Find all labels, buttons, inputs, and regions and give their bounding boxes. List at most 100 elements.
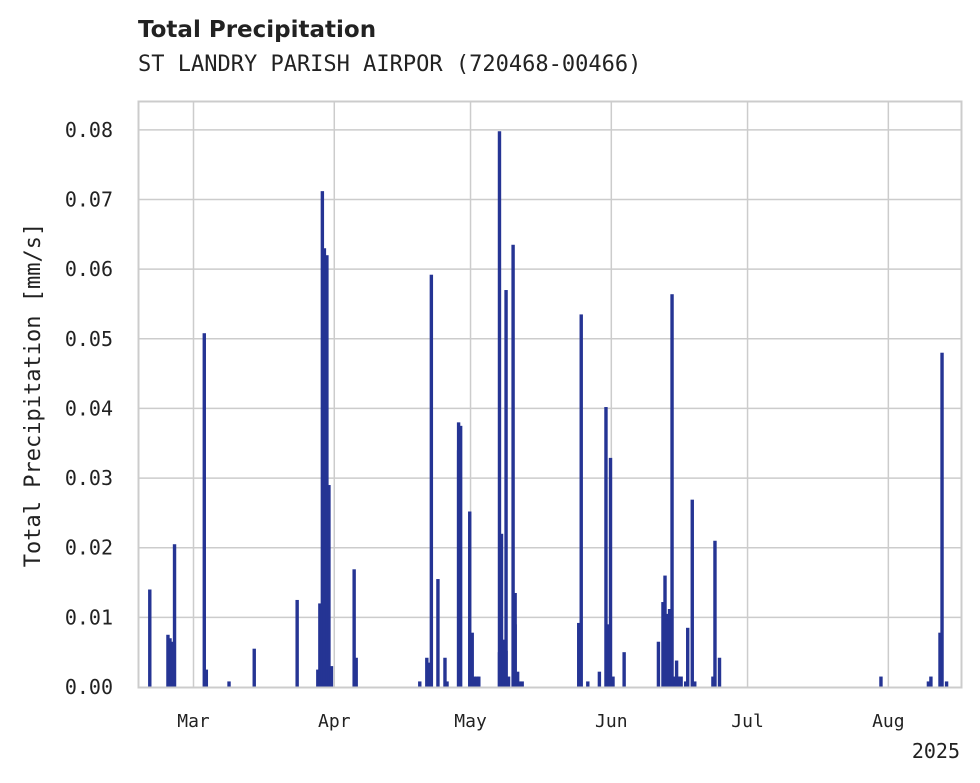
precip-bar [470, 632, 474, 687]
precip-bar [166, 634, 170, 687]
precip-bar [352, 569, 356, 687]
y-tick-label: 0.06 [65, 257, 113, 281]
precip-bar [227, 681, 231, 687]
y-tick-label: 0.03 [65, 466, 113, 490]
precip-bar [468, 511, 472, 687]
precip-bar [929, 676, 933, 687]
precip-bar [499, 533, 504, 687]
precip-bar [477, 676, 481, 687]
x-tick-label: Jun [595, 711, 628, 732]
precip-bar [717, 657, 722, 687]
y-tick-labels: 0.00 0.01 0.02 0.03 0.04 0.05 0.06 0.07 0.08 [65, 118, 113, 699]
precip-bar [679, 676, 683, 687]
precip-bar [443, 657, 447, 687]
x-tick-label: Mar [177, 711, 210, 732]
chart-title: Total Precipitation [138, 17, 377, 43]
precip-bar [148, 589, 152, 687]
precip-bar [425, 657, 429, 687]
precip-bar [586, 681, 590, 687]
precip-bar [429, 274, 434, 687]
precip-bar [202, 333, 206, 687]
precip-bar [513, 592, 517, 687]
precip-bar [667, 609, 672, 687]
y-tick-label: 0.01 [65, 605, 113, 629]
precip-bar [515, 671, 520, 687]
x-tick-labels: Mar Apr May Jun Jul Aug [177, 711, 904, 732]
precip-bar [879, 676, 883, 687]
precip-bar [665, 620, 670, 687]
precip-bar [436, 579, 440, 687]
precip-bar [944, 681, 949, 687]
bars [148, 131, 949, 687]
precip-bar [940, 352, 944, 687]
precip-bar [604, 407, 608, 687]
x-tick-label: Aug [872, 711, 905, 732]
precip-bar [325, 255, 329, 687]
precip-bar [676, 676, 681, 687]
precip-bar [622, 652, 626, 687]
precip-bar [938, 632, 942, 687]
precip-bar [711, 676, 715, 687]
precip-bar [427, 662, 431, 687]
precip-bar [502, 639, 506, 687]
precip-bar [686, 627, 690, 687]
y-tick-label: 0.00 [65, 675, 113, 699]
precip-bar [472, 676, 476, 687]
y-tick-label: 0.02 [65, 536, 113, 560]
precip-bar [504, 290, 508, 687]
precip-bar [295, 599, 299, 687]
precip-bar [172, 544, 177, 687]
precip-bar [672, 676, 676, 687]
precip-bar [597, 671, 602, 687]
precip-bar [497, 131, 502, 687]
precip-bar [354, 657, 358, 687]
precip-bar [577, 622, 581, 687]
precip-bar [661, 602, 665, 687]
precip-bar [713, 540, 717, 687]
precip-bar [511, 244, 515, 687]
x-tick-label: Jul [731, 711, 764, 732]
precip-bar [318, 603, 322, 687]
x-axis-year-label: 2025 [912, 739, 960, 763]
precip-bar [690, 499, 694, 687]
y-tick-label: 0.05 [65, 327, 113, 351]
x-tick-label: Apr [318, 711, 351, 732]
y-tick-label: 0.08 [65, 118, 113, 142]
precip-bar [579, 314, 583, 687]
precip-bar [517, 681, 522, 687]
precip-bar [683, 681, 688, 687]
precip-bar [456, 450, 461, 687]
precip-bar [693, 681, 697, 687]
precip-bar [445, 681, 449, 687]
precip-bar [670, 294, 674, 687]
precip-bar [674, 660, 679, 687]
precip-bar [475, 676, 479, 687]
precip-bar [252, 648, 256, 687]
y-tick-label: 0.07 [65, 188, 113, 212]
plot-frame [137, 100, 963, 689]
precip-bar [504, 650, 508, 687]
precip-bar [458, 425, 463, 687]
precip-bar [329, 666, 334, 687]
precip-bar [608, 457, 613, 687]
precip-bar [656, 641, 661, 687]
grid-lines [139, 102, 961, 687]
precip-bar [322, 248, 327, 687]
y-tick-label: 0.04 [65, 396, 113, 420]
precip-bar [926, 681, 931, 687]
precip-bar [204, 669, 209, 687]
precip-bar [418, 681, 422, 687]
precip-bar [663, 575, 667, 687]
precip-bar [316, 669, 320, 687]
precip-bar [506, 676, 511, 687]
x-tick-label: May [454, 711, 487, 732]
precip-bar [327, 485, 331, 687]
precip-bar [170, 641, 175, 687]
precip-bar [320, 191, 325, 687]
precip-bar [611, 676, 615, 687]
precip-bar [606, 624, 611, 687]
y-axis-label: Total Precipitation [mm/s] [21, 223, 46, 567]
precip-bar [520, 681, 524, 687]
precip-bar [168, 638, 172, 687]
